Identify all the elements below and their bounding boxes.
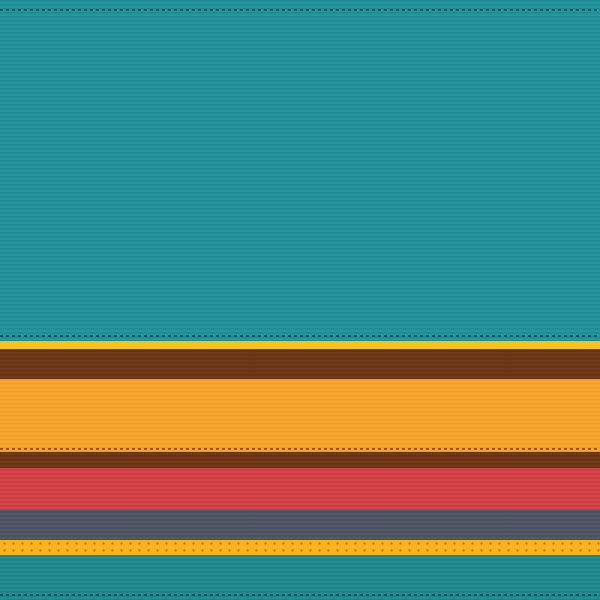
bottom-stitching xyxy=(0,594,600,596)
teal-bottom-stripe xyxy=(0,555,600,600)
orange-wide-stripe xyxy=(0,379,600,452)
slate-gray-stripe xyxy=(0,510,600,540)
dot-pattern xyxy=(0,540,600,555)
orange-stitching xyxy=(0,448,600,450)
yellow-thin-stripe xyxy=(0,341,600,349)
brown-narrow-stripe xyxy=(0,452,600,468)
yellow-dotted-stripe xyxy=(0,540,600,555)
teal-top-stripe xyxy=(0,0,600,341)
brown-wide-stripe xyxy=(0,349,600,379)
top-stitching xyxy=(0,9,600,11)
teal-lower-stitching xyxy=(0,335,600,337)
red-stripe xyxy=(0,468,600,510)
